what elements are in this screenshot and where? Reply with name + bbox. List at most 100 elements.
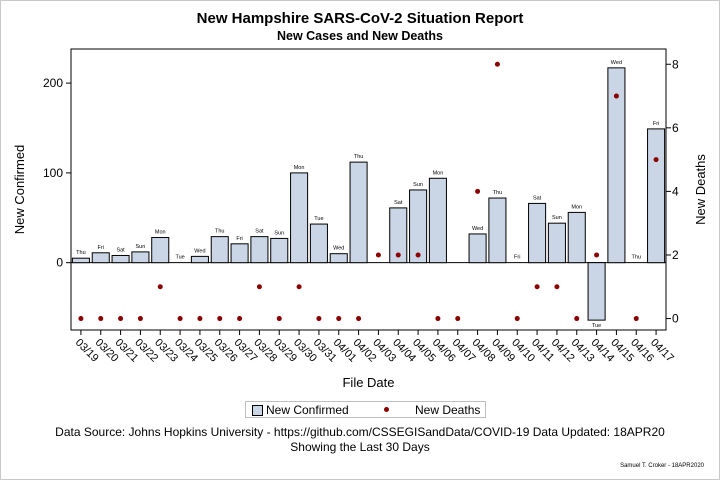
author-credit: Samuel T. Croker - 18APR2020 <box>620 463 704 469</box>
death-point <box>177 316 183 322</box>
legend-bar-swatch <box>252 405 263 416</box>
bar <box>190 255 209 264</box>
chart-title: New Hampshire SARS-CoV-2 Situation Repor… <box>196 10 524 27</box>
death-point <box>78 316 84 322</box>
y2-axis-label: New Deaths <box>693 154 708 225</box>
bar-day-label: Thu <box>493 190 502 196</box>
death-point <box>574 316 580 322</box>
bar <box>468 233 487 264</box>
y2-tick-label: 0 <box>672 312 679 326</box>
bar-day-label: Wed <box>611 60 622 66</box>
death-point <box>157 284 163 290</box>
death-point <box>98 316 104 322</box>
chart-svg: 0 100 200 0 2 4 6 8 New Confirmed New Deaths File … <box>12 48 708 390</box>
death-point <box>237 316 243 322</box>
bar-day-label: Thu <box>632 255 641 261</box>
death-point <box>336 316 342 322</box>
footnote-window: Showing the Last 30 Days <box>290 440 430 454</box>
bar <box>587 262 606 321</box>
bar-day-label: Fri <box>653 121 659 127</box>
bar-day-label: Tue <box>592 323 601 329</box>
death-point <box>217 316 223 322</box>
death-point <box>356 316 362 322</box>
bar <box>607 67 626 264</box>
legend-dot-marker <box>384 407 389 412</box>
death-point <box>613 93 619 99</box>
death-point <box>415 252 421 258</box>
death-point <box>554 284 560 290</box>
bar <box>329 253 348 264</box>
death-point <box>256 284 262 290</box>
death-point <box>534 284 540 290</box>
bar <box>428 177 447 264</box>
death-point <box>395 252 401 258</box>
bar <box>250 236 269 264</box>
legend: New Confirmed New Deaths <box>245 401 486 418</box>
death-point <box>514 316 520 322</box>
bar-day-label: Wed <box>472 226 483 232</box>
bar <box>528 202 547 264</box>
death-point <box>633 316 639 322</box>
bar-day-label: Sat <box>116 247 125 253</box>
y-tick-label: 200 <box>43 76 63 90</box>
death-point <box>276 316 282 322</box>
legend-dot-label: New Deaths <box>415 403 481 417</box>
death-point <box>197 316 203 322</box>
bar-day-label: Sat <box>394 200 403 206</box>
bar <box>309 223 328 264</box>
bar-day-label: Wed <box>194 248 205 254</box>
bar <box>647 128 666 264</box>
bar <box>230 243 249 264</box>
bar-day-label: Fri <box>98 245 104 251</box>
y2-tick-label: 8 <box>672 57 679 71</box>
bar <box>409 189 428 264</box>
bar <box>111 254 130 264</box>
bar-day-label: Tue <box>314 216 323 222</box>
bar <box>547 222 566 264</box>
death-point <box>316 316 322 322</box>
bar-day-label: Thu <box>76 250 85 256</box>
bar-day-label: Mon <box>155 230 166 236</box>
footnote-source: Data Source: Johns Hopkins University - … <box>55 425 665 439</box>
bar <box>270 237 289 264</box>
y2-tick-label: 2 <box>672 248 679 262</box>
bar-day-label: Sun <box>552 215 562 221</box>
bar <box>151 237 170 264</box>
bar-day-label: Wed <box>333 246 344 252</box>
bar-day-label: Sun <box>413 182 423 188</box>
death-point <box>455 316 461 322</box>
death-point <box>594 252 600 258</box>
y2-tick-label: 4 <box>672 184 679 198</box>
bar-day-label: Mon <box>294 165 305 171</box>
legend-bar-label: New Confirmed <box>266 403 349 417</box>
bar-day-label: Fri <box>514 255 520 261</box>
bar-day-label: Sun <box>274 230 284 236</box>
bar-day-label: Mon <box>571 204 582 210</box>
bar <box>567 211 586 264</box>
death-point <box>118 316 124 322</box>
y2-tick-label: 6 <box>672 121 679 135</box>
y-tick-label: 100 <box>43 166 63 180</box>
bar-day-label: Thu <box>215 229 224 235</box>
death-point <box>375 252 381 258</box>
death-point <box>475 188 481 194</box>
death-point <box>137 316 143 322</box>
death-point <box>296 284 302 290</box>
y-axis-label: New Confirmed <box>12 145 27 235</box>
bar-day-label: Tue <box>175 255 184 261</box>
bar <box>488 197 507 264</box>
bar-day-label: Sat <box>255 229 264 235</box>
bar <box>290 172 309 264</box>
bar <box>131 251 150 264</box>
plot-area <box>70 48 667 331</box>
chart-subtitle: New Cases and New Deaths <box>276 29 444 43</box>
x-axis-label: File Date <box>342 375 394 390</box>
bar <box>91 252 110 264</box>
bar <box>349 161 368 264</box>
bar-day-label: Thu <box>354 154 363 160</box>
death-point <box>435 316 441 322</box>
death-point <box>494 61 500 67</box>
bar-day-label: Fri <box>236 236 242 242</box>
bar <box>389 207 408 264</box>
bar-day-label: Mon <box>433 170 444 176</box>
